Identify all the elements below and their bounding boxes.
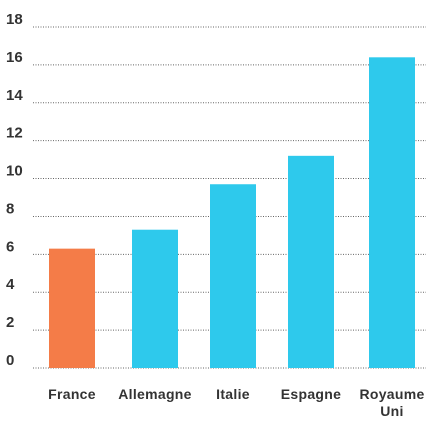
y-axis-ticks: 0 2 4 6 8 10 12 14 16 18 — [6, 11, 23, 369]
bar-espagne — [288, 155, 334, 368]
y-tick-label: 18 — [6, 11, 23, 28]
bars — [49, 57, 415, 369]
x-category-label-line: Allemagne — [118, 386, 192, 402]
y-tick-label: 14 — [6, 87, 23, 104]
y-tick-label: 0 — [6, 352, 14, 369]
x-category-label-line: Uni — [380, 403, 403, 419]
x-axis-labels: France Allemagne Italie Espagne Royaume Uni — [48, 386, 424, 419]
y-tick-label: 16 — [6, 49, 23, 66]
x-category-label-line: France — [48, 386, 96, 402]
x-category-label: Espagne — [281, 386, 341, 402]
x-category-label-line: Royaume — [359, 386, 424, 402]
x-category-label-line: Italie — [216, 386, 250, 402]
y-tick-label: 6 — [6, 238, 14, 255]
y-tick-label: 4 — [6, 276, 15, 293]
bar-italie — [210, 184, 256, 368]
bar-france — [49, 248, 95, 368]
bar-royaume-uni — [369, 57, 415, 369]
y-tick-label: 2 — [6, 314, 14, 331]
gridlines — [33, 26, 426, 369]
x-category-label-line: Espagne — [281, 386, 341, 402]
y-tick-label: 10 — [6, 163, 23, 180]
x-category-label: Allemagne — [118, 386, 192, 402]
x-category-label: Italie — [216, 386, 250, 402]
bar-allemagne — [132, 229, 178, 368]
y-tick-label: 12 — [6, 125, 23, 142]
x-category-label: France — [48, 386, 96, 402]
y-tick-label: 8 — [6, 200, 14, 217]
x-category-label: Royaume Uni — [359, 386, 424, 419]
